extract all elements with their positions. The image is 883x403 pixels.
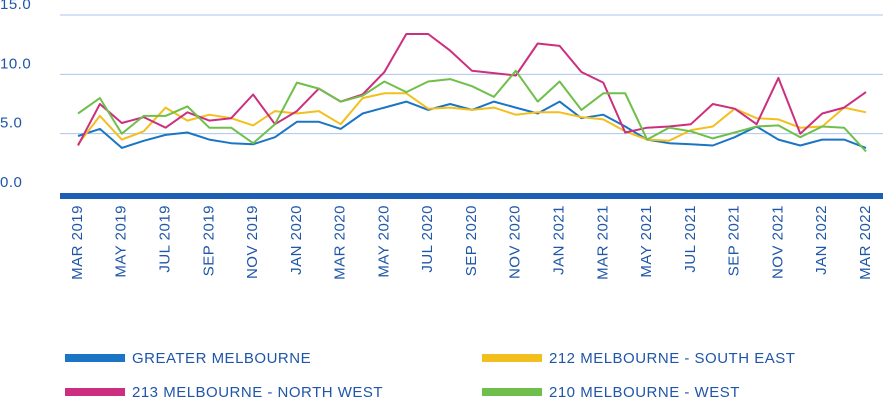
legend-swatch [65,388,125,396]
x-tick-label: JAN 2022 [813,205,830,275]
y-tick-label: 5.0 [0,115,22,132]
x-tick-label: SEP 2019 [200,205,217,276]
x-tick-label: JAN 2021 [551,205,568,275]
y-tick-label: 15.0 [0,0,31,13]
legend-label: 212 MELBOURNE - SOUTH EAST [549,350,795,367]
series-line [77,69,867,153]
x-tick-label: NOV 2019 [244,205,261,279]
x-tick-label: MAR 2020 [332,205,349,280]
x-tick-label: NOV 2021 [769,205,786,279]
y-tick-label: 10.0 [0,55,31,72]
x-tick-label: JUL 2021 [682,205,699,273]
x-tick-label: MAY 2021 [638,205,655,278]
x-tick-label: MAR 2021 [594,205,611,280]
x-tick-label: SEP 2021 [726,205,743,276]
series-line [77,33,867,146]
x-tick-label: JUL 2020 [419,205,436,273]
x-tick-label: SEP 2020 [463,205,480,276]
x-tick-label: NOV 2020 [507,205,524,279]
x-tick-label: JUL 2019 [157,205,174,273]
legend-label: 210 MELBOURNE - WEST [549,384,740,401]
x-tick-label: MAR 2022 [857,205,874,280]
legend-label: GREATER MELBOURNE [132,350,311,367]
legend-swatch [65,354,125,362]
legend-swatch [482,354,542,362]
legend-label: 213 MELBOURNE - NORTH WEST [132,384,383,401]
x-tick-label: JAN 2020 [288,205,305,275]
x-tick-label: MAY 2019 [113,205,130,278]
x-tick-label: MAR 2019 [69,205,86,280]
legend-swatch [482,388,542,396]
y-tick-label: 0.0 [0,174,22,191]
x-tick-label: MAY 2020 [375,205,392,278]
series-line [77,100,867,149]
